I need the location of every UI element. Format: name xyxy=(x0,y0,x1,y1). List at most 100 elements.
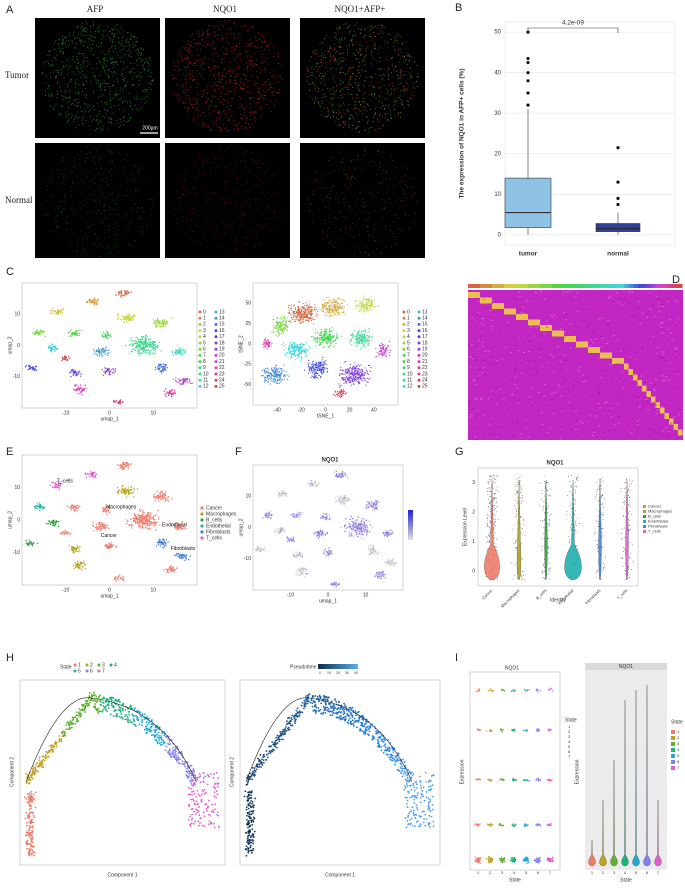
cell-dot xyxy=(363,310,366,312)
signal-dot xyxy=(202,234,204,236)
signal-dot xyxy=(259,38,261,40)
signal-dot xyxy=(65,115,67,117)
signal-dot xyxy=(136,189,138,191)
cell-dot xyxy=(339,307,342,309)
signal-dot xyxy=(78,116,80,118)
signal-dot xyxy=(251,43,253,45)
signal-dot xyxy=(206,92,208,94)
signal-dot xyxy=(103,58,105,60)
cell-dot xyxy=(367,307,369,309)
signal-dot xyxy=(100,218,102,220)
signal-dot xyxy=(378,87,380,89)
cell-dot xyxy=(337,309,339,311)
signal-dot xyxy=(281,65,283,67)
signal-dot xyxy=(354,252,356,254)
signal-dot xyxy=(111,71,113,73)
signal-dot xyxy=(276,201,278,203)
cell-dot xyxy=(66,359,69,362)
signal-dot xyxy=(335,61,337,63)
signal-dot xyxy=(239,241,241,243)
signal-dot xyxy=(84,74,86,76)
signal-dot xyxy=(340,71,342,73)
signal-dot xyxy=(133,67,135,69)
signal-dot xyxy=(116,78,118,80)
signal-dot xyxy=(371,52,373,54)
signal-dot xyxy=(124,158,126,160)
signal-dot xyxy=(373,116,375,118)
signal-dot xyxy=(185,82,187,84)
cell-dot xyxy=(145,338,147,341)
signal-dot xyxy=(344,197,346,199)
signal-dot xyxy=(104,88,106,90)
cell-dot xyxy=(365,302,367,305)
signal-dot xyxy=(225,34,227,36)
signal-dot xyxy=(215,48,217,50)
signal-dot xyxy=(233,167,235,169)
signal-dot xyxy=(360,48,362,50)
signal-dot xyxy=(106,34,108,36)
signal-dot xyxy=(71,102,73,104)
signal-dot xyxy=(91,48,93,50)
cell-dot xyxy=(306,306,308,308)
signal-dot xyxy=(339,112,341,114)
signal-dot xyxy=(209,74,211,76)
signal-dot xyxy=(193,104,195,106)
signal-dot xyxy=(395,243,397,245)
signal-dot xyxy=(355,225,357,227)
cell-dot xyxy=(146,353,148,355)
signal-dot xyxy=(342,82,344,84)
signal-dot xyxy=(364,106,366,108)
cell-dot xyxy=(94,301,97,304)
signal-dot xyxy=(357,154,359,156)
signal-dot xyxy=(114,33,116,35)
signal-dot xyxy=(83,84,85,86)
signal-dot xyxy=(94,162,96,164)
cell-dot xyxy=(148,346,151,348)
cell-dot xyxy=(312,317,314,319)
signal-dot xyxy=(70,103,72,105)
signal-dot xyxy=(112,97,114,99)
signal-dot xyxy=(242,203,244,205)
signal-dot xyxy=(218,29,220,31)
signal-dot xyxy=(255,59,257,61)
signal-dot xyxy=(249,61,251,63)
signal-dot xyxy=(80,76,82,78)
signal-dot xyxy=(340,161,342,163)
signal-dot xyxy=(311,65,313,67)
signal-dot xyxy=(224,180,226,182)
signal-dot xyxy=(73,166,75,168)
signal-dot xyxy=(222,71,224,73)
signal-dot xyxy=(244,111,246,113)
signal-dot xyxy=(365,76,367,78)
signal-dot xyxy=(140,192,142,194)
signal-dot xyxy=(132,85,134,87)
signal-dot xyxy=(347,89,349,91)
signal-dot xyxy=(115,62,117,64)
cell-dot xyxy=(81,393,83,396)
signal-dot xyxy=(194,177,196,179)
cell-dot xyxy=(102,351,104,353)
cell-dot xyxy=(283,332,285,334)
signal-dot xyxy=(374,35,376,37)
cell-dot xyxy=(324,314,326,317)
significance-bracket xyxy=(527,27,619,33)
signal-dot xyxy=(247,191,249,193)
cell-dot xyxy=(130,291,132,293)
signal-dot xyxy=(202,204,204,206)
signal-dot xyxy=(101,179,103,181)
signal-dot xyxy=(76,105,78,107)
signal-dot xyxy=(361,112,363,114)
signal-dot xyxy=(87,153,89,155)
signal-dot xyxy=(349,84,351,86)
microscopy-image xyxy=(300,18,425,138)
signal-dot xyxy=(86,56,88,58)
signal-dot xyxy=(73,161,75,163)
signal-dot xyxy=(84,76,86,78)
signal-dot xyxy=(367,103,369,105)
signal-dot xyxy=(80,171,82,173)
signal-dot xyxy=(193,39,195,41)
cell-dot xyxy=(277,321,279,323)
label: 25 xyxy=(245,321,251,327)
label: 16 xyxy=(219,328,225,334)
signal-dot xyxy=(54,222,56,224)
